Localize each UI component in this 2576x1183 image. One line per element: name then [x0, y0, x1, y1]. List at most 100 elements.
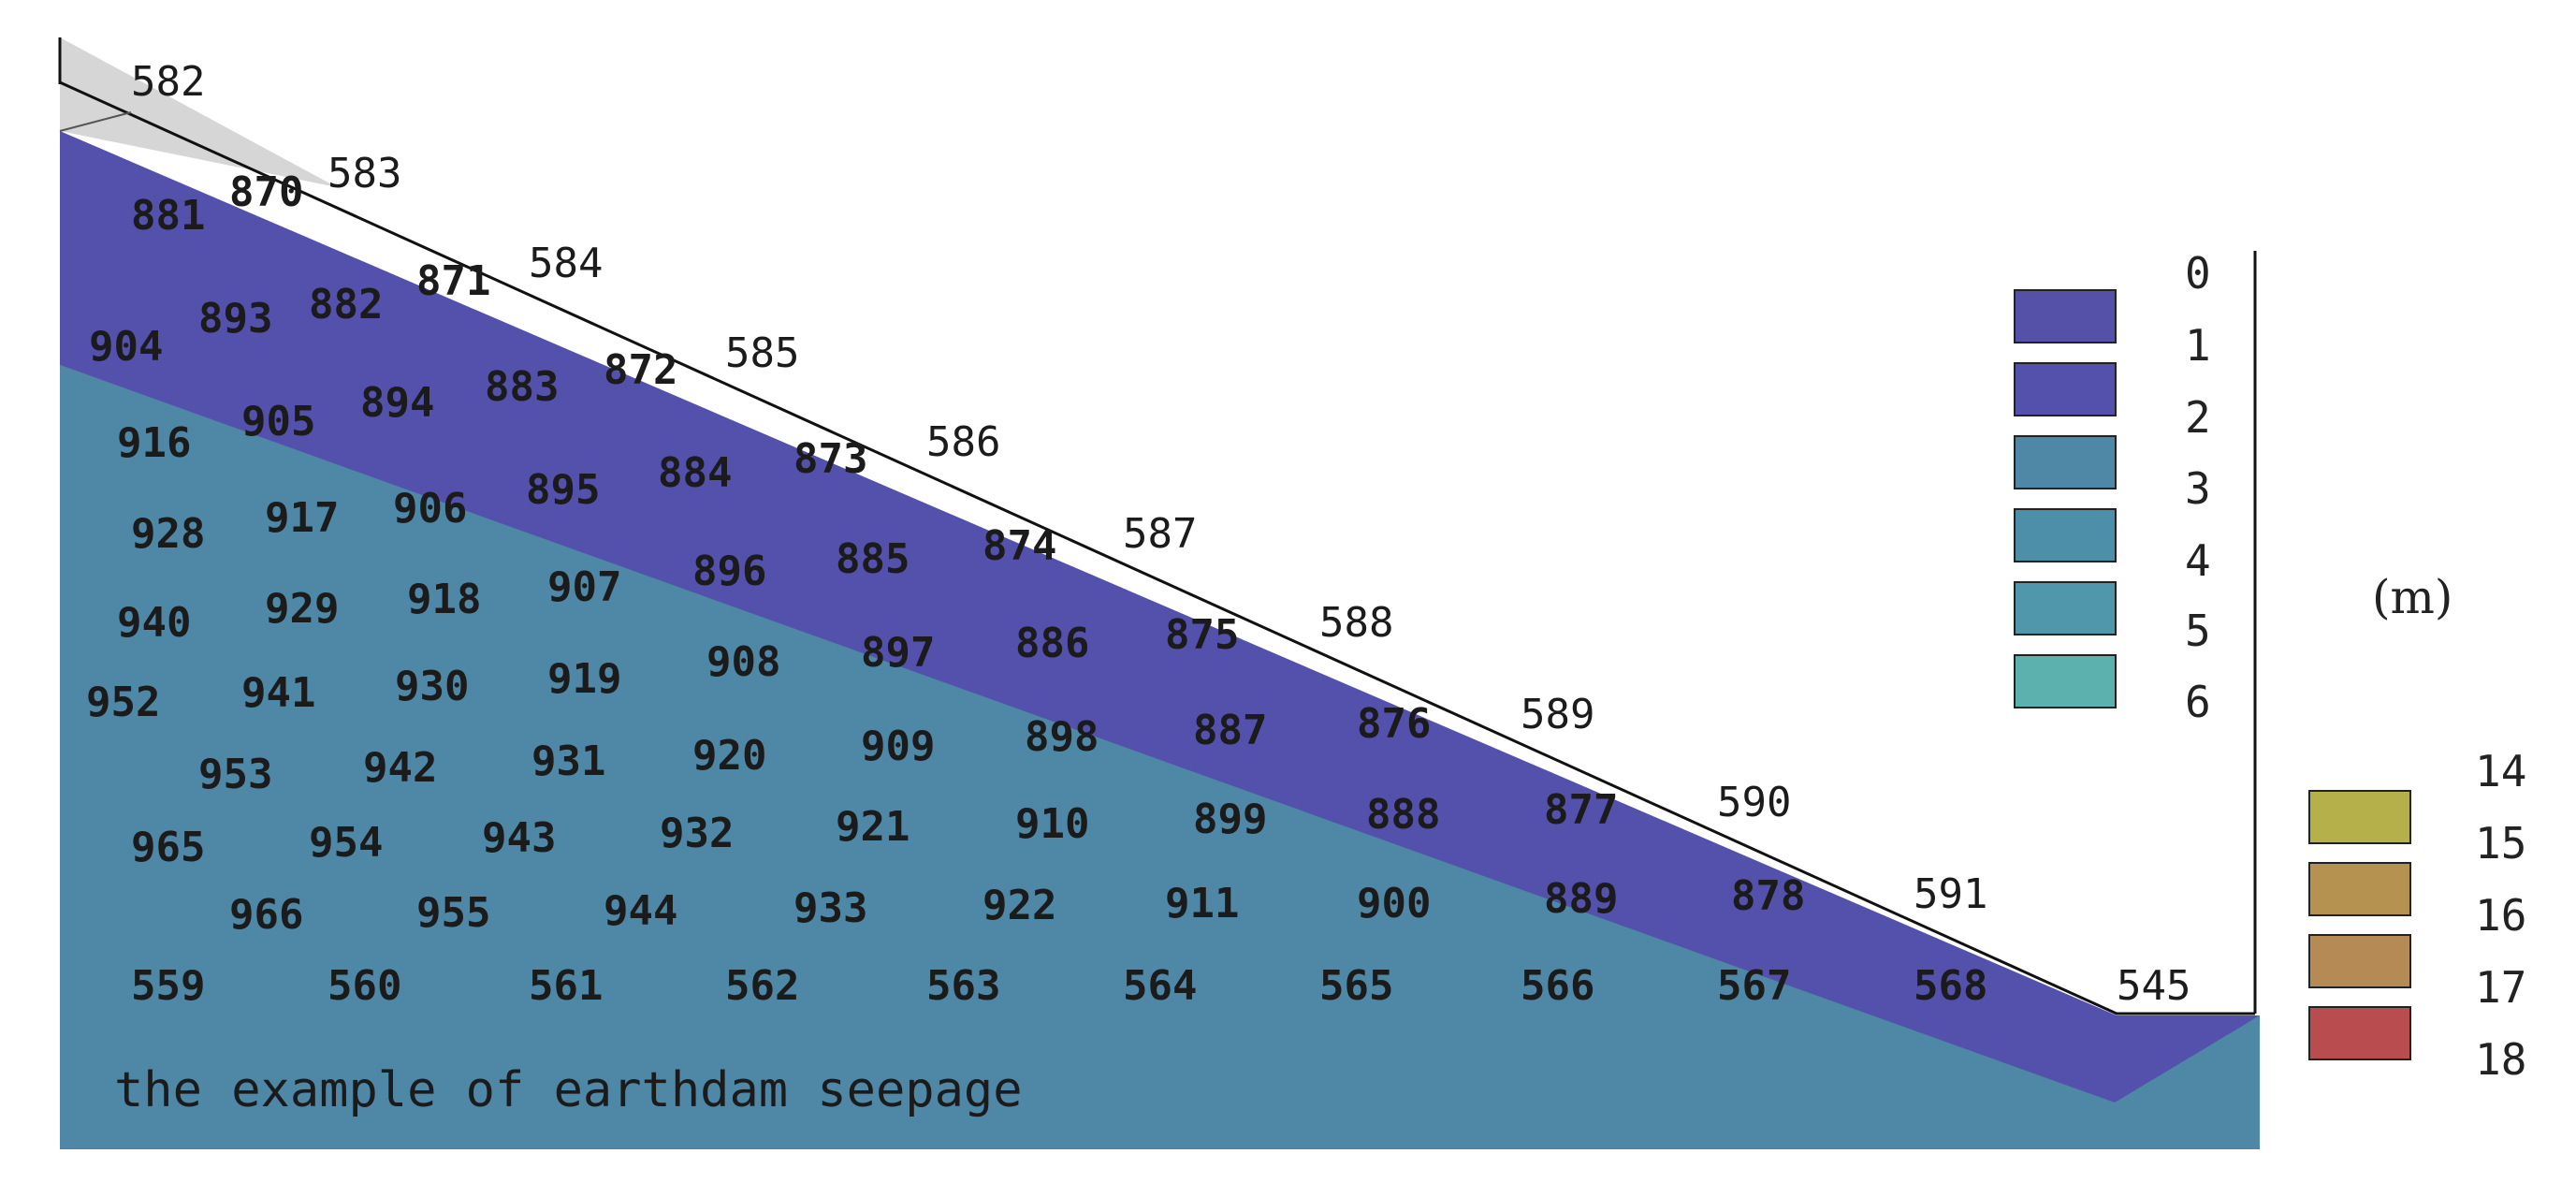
node-label: 582: [131, 58, 205, 106]
node-label: 591: [1914, 870, 1987, 918]
node-label: 919: [547, 655, 621, 703]
node-label: 882: [309, 281, 383, 329]
node-label: 875: [1165, 611, 1239, 659]
node-label: 877: [1544, 786, 1618, 834]
surface-labels: 582 583 584 585 586 587 588 589 590 591 …: [131, 58, 2190, 1010]
node-label: 929: [265, 585, 339, 633]
node-label: 928: [131, 510, 205, 558]
legend-blue: 0 1 2 3 4 5 6: [2014, 248, 2211, 727]
gray-edge: [59, 111, 132, 132]
node-label: 942: [363, 744, 437, 792]
node-label: 559: [131, 962, 205, 1010]
node-label: 909: [861, 723, 935, 770]
node-label: 895: [526, 466, 600, 514]
node-label: 931: [531, 738, 605, 785]
node-label: 889: [1544, 875, 1618, 923]
legend-tick: 3: [2185, 463, 2211, 514]
node-label: 564: [1123, 962, 1197, 1010]
node-label: 965: [131, 824, 205, 871]
node-label: 930: [395, 663, 469, 710]
legend-tick: 1: [2185, 320, 2211, 371]
legend-tick: 17: [2475, 962, 2526, 1013]
node-label: 917: [265, 494, 339, 542]
node-label: 966: [229, 891, 303, 939]
legend-tick: 16: [2475, 890, 2526, 941]
diagram-caption: the example of earthdam seepage: [114, 1062, 1023, 1118]
node-label: 910: [1015, 800, 1089, 848]
node-label: 952: [86, 679, 160, 726]
legend-tick: 15: [2475, 818, 2526, 869]
node-label: 916: [117, 419, 191, 467]
mask-bottom: [0, 1149, 2576, 1183]
legend-swatch: [2014, 362, 2117, 416]
node-label: 905: [241, 398, 315, 445]
legend-tick: 2: [2185, 392, 2211, 443]
node-label: 906: [393, 485, 467, 533]
node-label: 586: [926, 418, 1000, 466]
node-label: 883: [485, 363, 559, 411]
legend-tick: 0: [2185, 248, 2211, 299]
node-label: 870: [229, 168, 303, 216]
node-label: 941: [241, 669, 315, 717]
node-label: 876: [1357, 700, 1431, 748]
legend-swatch: [2014, 654, 2117, 708]
legend-swatch: [2014, 289, 2117, 343]
node-label: 887: [1193, 707, 1267, 754]
node-label: 873: [793, 435, 867, 483]
node-label: 953: [198, 751, 272, 798]
node-label: 562: [725, 962, 799, 1010]
node-label: 933: [793, 884, 867, 932]
node-label: 584: [529, 240, 603, 287]
node-label: 874: [982, 522, 1056, 570]
legend-unit: (m): [2372, 570, 2452, 624]
slope-surface: [59, 80, 2255, 1015]
legend-swatch: [2308, 790, 2411, 844]
node-label: 566: [1521, 962, 1594, 1010]
node-label: 922: [982, 882, 1056, 929]
legend-tick: 6: [2185, 677, 2211, 727]
node-label: 940: [117, 599, 191, 647]
node-label: 871: [416, 257, 490, 305]
node-label: 588: [1319, 599, 1393, 647]
node-label: 943: [482, 814, 556, 862]
node-label: 589: [1521, 691, 1594, 738]
node-label: 911: [1165, 880, 1239, 927]
mask-left: [0, 0, 60, 1183]
node-label: 886: [1015, 620, 1089, 667]
zone-lower-right: [60, 365, 2260, 1151]
zone-blue-band: [60, 131, 2260, 1103]
node-label: 908: [706, 638, 780, 686]
legend-swatch: [2014, 581, 2117, 635]
node-label: 954: [309, 819, 383, 867]
node-label: 872: [604, 346, 677, 394]
node-label: 878: [1731, 872, 1805, 920]
node-label: 898: [1025, 713, 1099, 761]
zone-gray-top: [60, 37, 337, 187]
legend-tick: 14: [2475, 746, 2526, 796]
legend-tick: 5: [2185, 606, 2211, 656]
legend-swatch: [2014, 508, 2117, 562]
node-label: 590: [1717, 779, 1791, 826]
node-label: 583: [327, 150, 401, 197]
node-label: 881: [131, 192, 205, 240]
node-label: 955: [416, 889, 490, 937]
node-label: 561: [529, 962, 603, 1010]
node-label: 899: [1193, 796, 1267, 843]
node-label: 896: [692, 548, 766, 595]
node-label: 563: [926, 962, 1000, 1010]
node-label: 900: [1357, 880, 1431, 927]
legend-swatch: [2308, 1006, 2411, 1060]
node-label: 944: [604, 887, 677, 935]
legend-warm: 14 15 16 17 18: [2308, 746, 2526, 1085]
node-label: 884: [658, 449, 732, 497]
interior-labels: 881 870 882 871 904 893 905 894 883 872 …: [86, 168, 1987, 1010]
node-label: 568: [1914, 962, 1987, 1010]
legend-tick: 4: [2185, 535, 2211, 586]
node-label: 585: [725, 329, 799, 377]
node-label: 893: [198, 295, 272, 343]
node-label: 560: [327, 962, 401, 1010]
node-label: 888: [1366, 791, 1440, 839]
node-label: 885: [836, 535, 910, 583]
